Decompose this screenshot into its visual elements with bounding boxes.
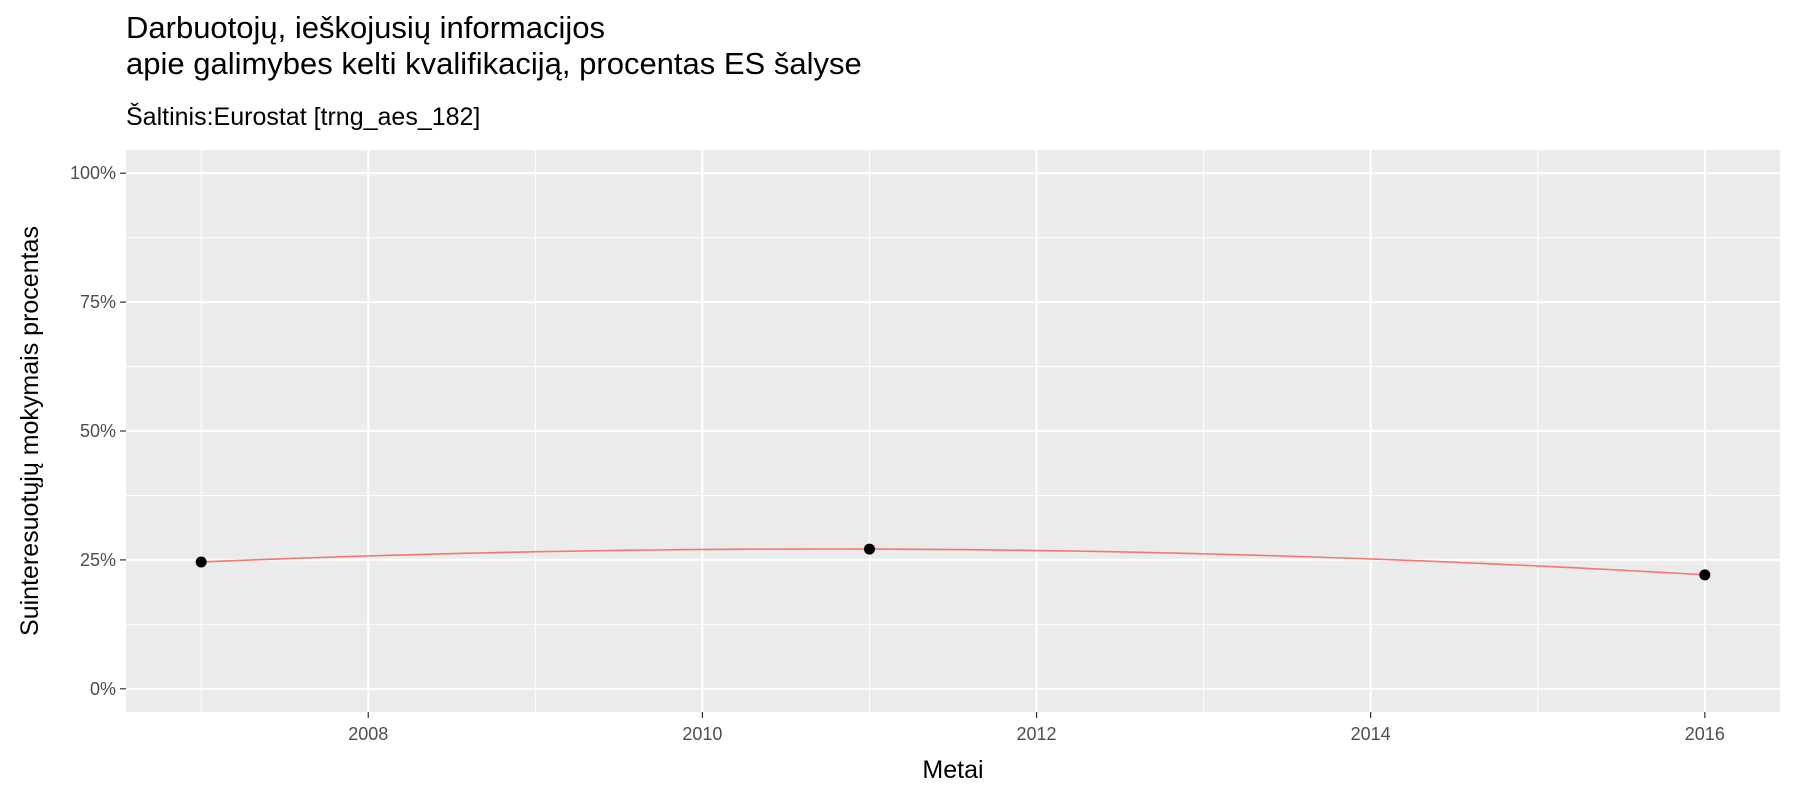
data-point (863, 543, 875, 555)
x-tick-label: 2008 (348, 724, 388, 744)
y-tick-label: 75% (80, 292, 116, 312)
data-points (195, 543, 1711, 581)
tick-labels: 0% 25% 50% 75% 100% 2008 2010 2012 2014 2016 (70, 163, 1725, 744)
y-tick-label: 50% (80, 421, 116, 441)
chart-title-line-1: Darbuotojų, ieškojusių informacijos (126, 10, 606, 45)
major-gridlines (126, 150, 1780, 712)
axis-ticks (120, 172, 1706, 718)
y-tick-label: 100% (70, 163, 116, 183)
x-tick-label: 2010 (682, 724, 722, 744)
x-tick-label: 2012 (1017, 724, 1057, 744)
x-tick-label: 2016 (1685, 724, 1725, 744)
smoothed-trend-line (201, 548, 1705, 576)
y-tick-label: 0% (90, 679, 116, 699)
chart-title: Darbuotojų, ieškojusių informacijos apie… (126, 10, 862, 82)
y-axis-title: Suinteresuotųjų mokymais procentas (16, 226, 44, 636)
y-tick-label: 25% (80, 550, 116, 570)
chart-title-line-2: apie galimybes kelti kvalifikaciją, proc… (126, 46, 862, 81)
x-tick-label: 2014 (1351, 724, 1391, 744)
x-axis-title: Metai (922, 756, 983, 784)
data-point (1699, 569, 1711, 581)
chart-subtitle: Šaltinis:Eurostat [trng_aes_182] (126, 103, 481, 131)
data-point (195, 556, 207, 568)
